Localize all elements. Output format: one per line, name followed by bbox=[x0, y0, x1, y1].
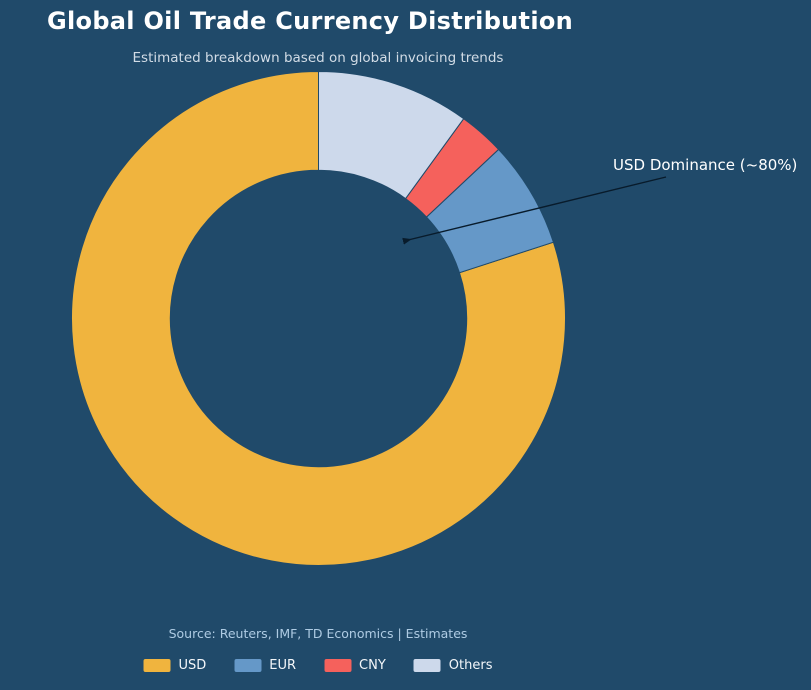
legend-label-others: Others bbox=[448, 658, 493, 673]
donut-segment-others bbox=[318, 70, 465, 200]
legend-swatch-others bbox=[413, 659, 441, 672]
legend-label-eur: EUR bbox=[269, 658, 297, 673]
chart-subtitle: Estimated breakdown based on global invo… bbox=[132, 50, 504, 66]
chart-legend: USD EUR CNY Others bbox=[143, 658, 493, 673]
legend-swatch-cny bbox=[324, 659, 352, 672]
annotation-usd-dominance: USD Dominance (~80%) bbox=[613, 156, 798, 174]
legend-label-cny: CNY bbox=[359, 658, 386, 673]
donut-segments bbox=[71, 70, 566, 566]
source-note: Source: Reuters, IMF, TD Economics | Est… bbox=[168, 626, 468, 641]
legend-swatch-eur bbox=[234, 659, 262, 672]
legend-label-usd: USD bbox=[178, 658, 207, 673]
legend-item-others: Others bbox=[413, 658, 493, 673]
chart-title: Global Oil Trade Currency Distribution bbox=[47, 7, 574, 35]
legend-item-cny: CNY bbox=[324, 658, 386, 673]
annotation-arrow bbox=[402, 176, 667, 245]
legend-item-usd: USD bbox=[143, 658, 207, 673]
legend-swatch-usd bbox=[143, 659, 171, 672]
donut-segment-usd bbox=[71, 70, 566, 566]
legend-item-eur: EUR bbox=[234, 658, 296, 673]
